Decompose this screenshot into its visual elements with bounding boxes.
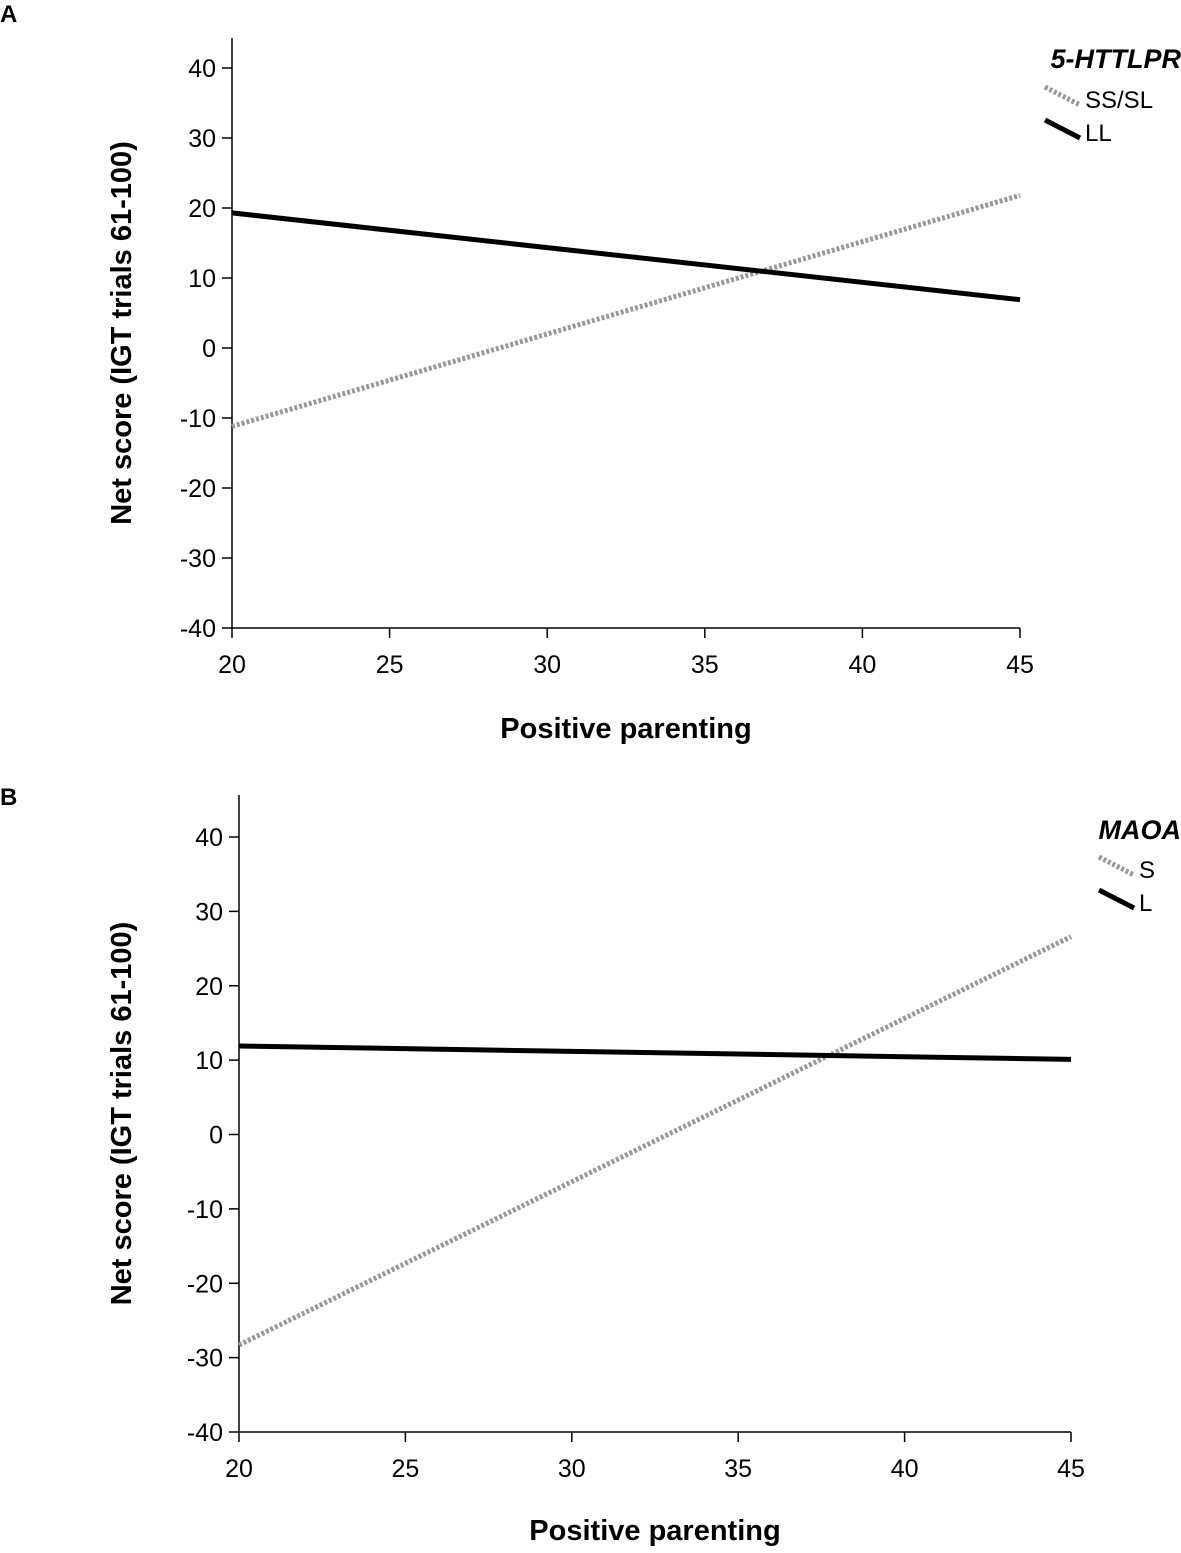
- y-tick-label: 40: [188, 55, 216, 83]
- x-tick-label: 45: [1006, 651, 1034, 679]
- y-tick-label: 30: [195, 898, 223, 926]
- y-tick-label: 30: [188, 125, 216, 153]
- legend-label: LL: [1085, 120, 1112, 147]
- legend-label: S: [1139, 857, 1155, 884]
- x-axis-title: Positive parenting: [529, 1515, 780, 1547]
- x-tick-label: 20: [225, 1455, 253, 1483]
- x-tick-label: 35: [691, 651, 719, 679]
- legend-title: 5-HTTLPR: [1051, 44, 1181, 74]
- x-tick-label: 25: [376, 651, 404, 679]
- y-tick-label: -40: [187, 1419, 223, 1447]
- x-tick-label: 30: [533, 651, 561, 679]
- legend-swatch: [1043, 117, 1082, 141]
- x-tick-label: 35: [724, 1455, 752, 1483]
- legend-title: MAOA: [1099, 815, 1181, 845]
- legend-swatch: [1097, 887, 1136, 911]
- legend-label: SS/SL: [1085, 87, 1153, 114]
- y-tick-label: -20: [187, 1270, 223, 1298]
- legend-swatch: [1043, 84, 1082, 108]
- y-tick-label: -20: [180, 475, 216, 503]
- legend-label: L: [1139, 890, 1152, 917]
- legend-swatch: [1097, 854, 1136, 878]
- y-tick-label: 20: [188, 195, 216, 223]
- panel-label: A: [0, 1, 17, 28]
- y-tick-label: 0: [202, 335, 216, 363]
- series-line-ss-sl: [231, 193, 1021, 429]
- y-tick-label: 40: [195, 824, 223, 852]
- x-axis-title: Positive parenting: [500, 713, 751, 745]
- x-tick-label: 45: [1057, 1455, 1085, 1483]
- x-tick-label: 40: [848, 651, 876, 679]
- series-line-s: [237, 934, 1073, 1348]
- y-tick-label: 0: [209, 1122, 223, 1150]
- y-tick-label: -10: [187, 1196, 223, 1224]
- y-tick-label: 10: [195, 1047, 223, 1075]
- x-tick-label: 40: [891, 1455, 919, 1483]
- series-line-l: [238, 1043, 1072, 1062]
- x-tick-label: 25: [391, 1455, 419, 1483]
- y-tick-label: 20: [195, 973, 223, 1001]
- x-tick-label: 20: [218, 651, 246, 679]
- y-tick-label: -40: [180, 615, 216, 643]
- y-axis-title: Net score (IGT trials 61-100): [106, 922, 138, 1306]
- y-tick-label: 10: [188, 265, 216, 293]
- y-tick-label: -10: [180, 405, 216, 433]
- x-tick-label: 30: [558, 1455, 586, 1483]
- y-tick-label: -30: [187, 1345, 223, 1373]
- y-axis-title: Net score (IGT trials 61-100): [106, 141, 138, 525]
- y-tick-label: -30: [180, 545, 216, 573]
- panel-label: B: [0, 784, 17, 811]
- series-line-ll: [231, 210, 1021, 303]
